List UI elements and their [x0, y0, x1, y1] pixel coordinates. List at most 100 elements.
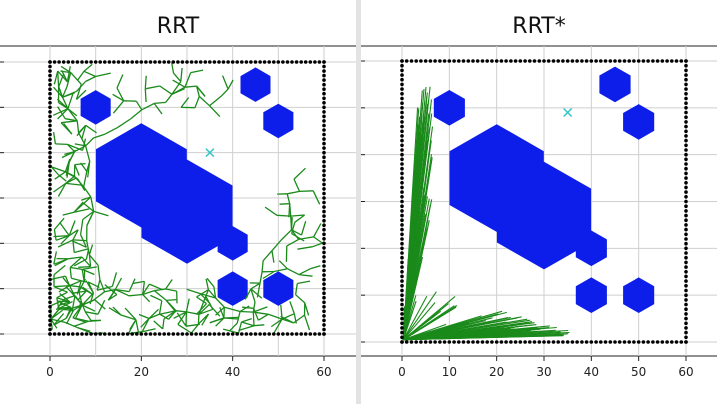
boundary-point [208, 60, 212, 64]
tree-edge [57, 71, 60, 88]
boundary-point [75, 60, 80, 64]
tree-edge [88, 254, 92, 267]
boundary-point [317, 60, 322, 64]
tree-edge [197, 314, 200, 325]
boundary-point [48, 82, 52, 87]
boundary-point [322, 119, 326, 123]
tree-edge [252, 312, 255, 326]
boundary-point [48, 241, 52, 246]
boundary-point [48, 187, 52, 191]
boundary-point [48, 196, 52, 200]
boundary-point [684, 199, 688, 204]
tree-edge [83, 269, 86, 281]
boundary-point [262, 332, 267, 336]
tree-edge [53, 234, 70, 238]
boundary-point [400, 162, 404, 166]
boundary-point [400, 92, 404, 96]
boundary-point [494, 340, 499, 344]
tree-edge [65, 118, 78, 122]
boundary-point [684, 270, 688, 274]
boundary-point [80, 60, 84, 64]
boundary-point [48, 101, 52, 105]
tree-edge [293, 178, 301, 192]
boundary-point [684, 307, 688, 312]
boundary-point [400, 316, 404, 321]
tree-edge [65, 177, 77, 184]
boundary-point [400, 115, 404, 119]
tree-edge [83, 70, 96, 78]
tree-edge [116, 74, 124, 89]
boundary-point [608, 59, 613, 63]
boundary-point [617, 340, 622, 344]
boundary-point [409, 59, 414, 63]
tree-edge [177, 323, 192, 334]
obstacle-hexagon [496, 161, 592, 270]
tree-edge [274, 268, 288, 273]
boundary-point [290, 60, 294, 64]
boundary-point [272, 60, 276, 64]
boundary-point [48, 250, 52, 255]
tree-edge [112, 100, 125, 114]
boundary-point [48, 318, 52, 323]
tree-edge [76, 124, 87, 137]
obstacle-hexagon [575, 277, 607, 313]
boundary-point [400, 298, 404, 302]
x-tick-label: 50 [631, 365, 646, 379]
boundary-point [617, 59, 622, 63]
tree-edge [79, 219, 84, 235]
boundary-point [537, 59, 542, 63]
tree-edge [104, 288, 116, 293]
tree-edge [61, 120, 78, 124]
boundary-point [433, 59, 437, 63]
x-tick-label: 0 [46, 365, 54, 379]
tree-edge [271, 239, 282, 252]
boundary-point [48, 164, 52, 169]
boundary-point [230, 60, 235, 64]
boundary-point [48, 110, 52, 114]
boundary-point [144, 332, 148, 336]
tree-edge [130, 109, 143, 120]
tree-edge [142, 283, 150, 295]
boundary-point [485, 59, 489, 63]
boundary-point [48, 155, 52, 159]
boundary-point [103, 332, 107, 336]
tree-edge [303, 314, 311, 331]
tree-edge [112, 93, 125, 102]
boundary-point [157, 332, 162, 336]
boundary-point [684, 129, 688, 134]
tree-edge [180, 97, 190, 108]
tree-edge [402, 302, 436, 341]
boundary-point [322, 214, 326, 218]
tree-edge [135, 100, 143, 111]
tree-edge [298, 268, 311, 276]
boundary-point [61, 332, 66, 336]
boundary-point [570, 59, 575, 63]
boundary-point [166, 332, 171, 336]
tree-edge [219, 307, 225, 319]
boundary-point [400, 120, 404, 124]
tree-edge [138, 313, 150, 320]
boundary-point [66, 60, 71, 64]
tree-edge [196, 85, 206, 97]
boundary-point [322, 309, 326, 314]
tree-edge [196, 296, 207, 305]
boundary-point [584, 59, 589, 63]
boundary-point [575, 59, 579, 63]
tree-edge [61, 96, 69, 109]
tree-edge [73, 258, 87, 267]
tree-edge [67, 93, 74, 109]
boundary-point [684, 92, 688, 96]
boundary-point [322, 323, 326, 327]
boundary-point [217, 332, 221, 336]
boundary-point [419, 59, 423, 63]
tree-edge [72, 239, 87, 242]
tree-edge [87, 161, 91, 178]
boundary-point [400, 143, 404, 148]
boundary-point [276, 60, 281, 64]
boundary-point [580, 59, 584, 63]
boundary-point [400, 330, 404, 335]
tree-edge [142, 328, 156, 333]
boundary-point [684, 251, 688, 255]
boundary-point [290, 332, 294, 336]
tree-edge [140, 318, 150, 328]
